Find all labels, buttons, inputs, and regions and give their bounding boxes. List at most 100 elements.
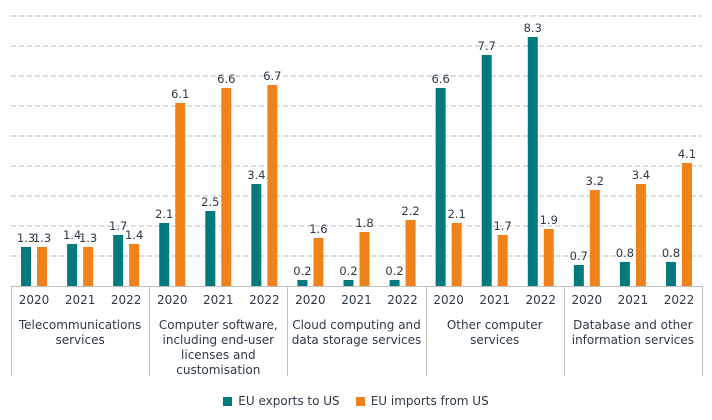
value-label-imports: 1.7 xyxy=(494,219,512,233)
bar-exports xyxy=(619,262,630,286)
bar-imports xyxy=(267,85,278,286)
legend: EU exports to US EU imports from US xyxy=(0,394,712,408)
legend-swatch-exports xyxy=(223,396,233,406)
year-tick-label: 2020 xyxy=(19,293,50,307)
bar-imports xyxy=(497,235,508,286)
year-tick-label: 2022 xyxy=(111,293,142,307)
x-axis-labels: 2020 2021 2022Telecommunicationsservices20… xyxy=(18,293,694,377)
value-label-exports: 1.4 xyxy=(63,228,81,242)
bar-exports xyxy=(297,280,308,286)
legend-label-exports: EU exports to US xyxy=(238,394,340,408)
bar-exports xyxy=(389,280,400,286)
value-label-exports: 0.2 xyxy=(385,264,403,278)
bar-imports xyxy=(405,220,416,286)
bar-exports xyxy=(665,262,676,286)
bar-imports xyxy=(37,247,48,286)
value-label-imports: 6.6 xyxy=(217,72,235,86)
value-label-exports: 2.1 xyxy=(155,207,173,221)
value-label-exports: 0.2 xyxy=(339,264,357,278)
value-label-imports: 1.4 xyxy=(125,228,143,242)
bar-imports xyxy=(681,163,692,286)
legend-item-exports: EU exports to US xyxy=(223,394,340,408)
category-label: including end-user xyxy=(163,333,275,347)
value-label-exports: 6.6 xyxy=(431,72,449,86)
year-tick-label: 2020 xyxy=(157,293,188,307)
bar-imports xyxy=(451,223,462,286)
bar-imports xyxy=(635,184,646,286)
bar-exports xyxy=(251,184,262,286)
value-label-imports: 1.3 xyxy=(79,231,97,245)
bar-exports xyxy=(573,265,584,286)
bar-imports xyxy=(221,88,232,286)
value-label-imports: 2.1 xyxy=(447,207,465,221)
bar-imports xyxy=(589,190,600,286)
bar-exports xyxy=(527,37,538,286)
value-label-exports: 0.7 xyxy=(570,249,588,263)
value-label-exports: 7.7 xyxy=(478,39,496,53)
bar-imports xyxy=(313,238,324,286)
value-label-imports: 3.4 xyxy=(632,168,650,182)
category-label: services xyxy=(55,333,104,347)
category-label: data storage services xyxy=(292,333,421,347)
value-label-exports: 1.3 xyxy=(17,231,35,245)
legend-swatch-imports xyxy=(355,396,365,406)
value-label-exports: 3.4 xyxy=(247,168,265,182)
bars xyxy=(21,37,692,286)
value-label-imports: 6.1 xyxy=(171,87,189,101)
year-tick-label: 2021 xyxy=(341,293,372,307)
value-label-exports: 8.3 xyxy=(524,21,542,35)
bar-imports xyxy=(543,229,554,286)
category-label: information services xyxy=(572,333,694,347)
category-label: licenses and xyxy=(181,348,256,362)
category-label: Other computer xyxy=(447,318,543,332)
year-tick-label: 2021 xyxy=(479,293,510,307)
bar-exports xyxy=(343,280,354,286)
bar-exports xyxy=(481,55,492,286)
year-tick-label: 2020 xyxy=(295,293,326,307)
value-label-exports: 2.5 xyxy=(201,195,219,209)
year-tick-label: 2021 xyxy=(65,293,96,307)
value-label-exports: 0.2 xyxy=(293,264,311,278)
value-label-imports: 3.2 xyxy=(586,174,604,188)
value-label-imports: 1.3 xyxy=(33,231,51,245)
x-axis xyxy=(11,286,703,376)
bar-exports xyxy=(67,244,78,286)
value-label-imports: 1.9 xyxy=(540,213,558,227)
bar-imports xyxy=(175,103,186,286)
year-tick-label: 2020 xyxy=(433,293,464,307)
value-labels: 1.31.3 1.41.31.71.42.16.12.56.63.46.70.21… xyxy=(17,21,696,278)
legend-label-imports: EU imports from US xyxy=(370,394,489,408)
category-label: Telecommunications xyxy=(18,318,141,332)
bar-imports xyxy=(83,247,94,286)
value-label-exports: 0.8 xyxy=(616,246,634,260)
category-label: Database and other xyxy=(573,318,692,332)
category-label: Cloud computing and xyxy=(292,318,421,332)
value-label-exports: 0.8 xyxy=(662,246,680,260)
category-label: Computer software, xyxy=(159,318,278,332)
bar-exports xyxy=(113,235,124,286)
value-label-imports: 1.8 xyxy=(355,216,373,230)
bar-imports xyxy=(129,244,140,286)
year-tick-label: 2021 xyxy=(618,293,649,307)
bar-exports xyxy=(435,88,446,286)
year-tick-label: 2022 xyxy=(664,293,695,307)
year-tick-label: 2022 xyxy=(525,293,556,307)
gridlines xyxy=(11,15,702,257)
legend-item-imports: EU imports from US xyxy=(355,394,489,408)
bar-exports xyxy=(205,211,216,286)
value-label-imports: 1.6 xyxy=(309,222,327,236)
year-tick-label: 2022 xyxy=(387,293,418,307)
bar-imports xyxy=(359,232,370,286)
value-label-imports: 2.2 xyxy=(401,204,419,218)
category-label: services xyxy=(470,333,519,347)
year-tick-label: 2020 xyxy=(572,293,603,307)
bar-exports xyxy=(21,247,32,286)
value-label-imports: 6.7 xyxy=(263,69,281,83)
year-tick-label: 2021 xyxy=(203,293,234,307)
category-label: customisation xyxy=(176,363,260,377)
value-label-imports: 4.1 xyxy=(678,147,696,161)
value-label-exports: 1.7 xyxy=(109,219,127,233)
bar-exports xyxy=(159,223,170,286)
year-tick-label: 2022 xyxy=(249,293,280,307)
